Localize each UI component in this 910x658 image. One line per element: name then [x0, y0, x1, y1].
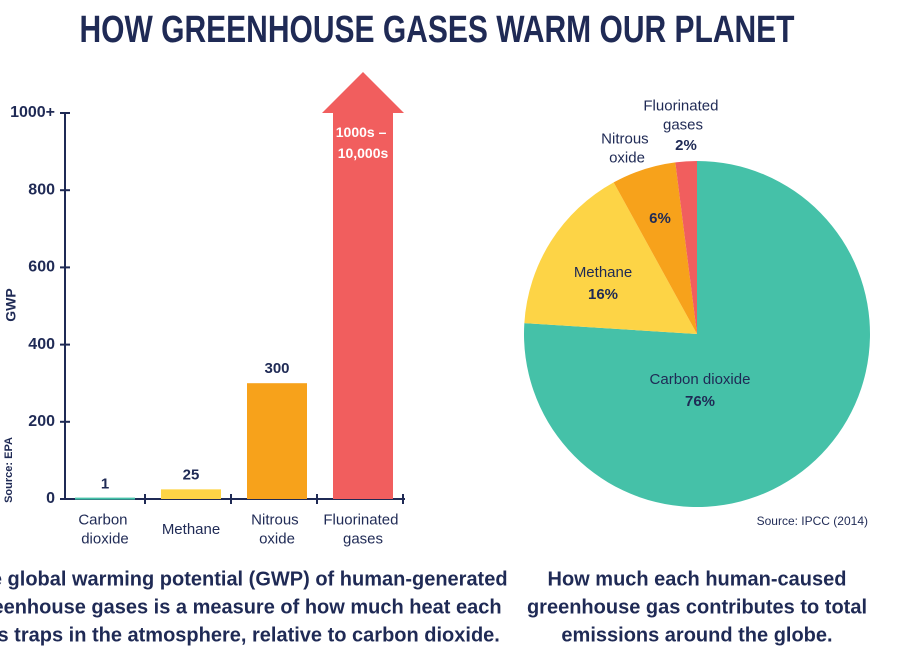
value-label: 1 [101, 476, 109, 493]
source: Source: IPCC (2014) [757, 514, 868, 528]
value-label: 25 [183, 466, 200, 483]
slice-value: 16% [588, 286, 618, 303]
pie-slice [613, 162, 697, 334]
y-tick-label: 600 [28, 259, 55, 276]
slice-value: 76% [685, 393, 715, 410]
x-tick-label: Nitrous oxide [251, 511, 303, 547]
caption: greenhouse gases is a measure of how muc… [0, 596, 502, 618]
x-tick-label: Carbon dioxide [78, 511, 131, 547]
caption: greenhouse gas contributes to total [527, 596, 867, 618]
slice-value: 6% [649, 210, 671, 227]
value-label: 300 [264, 360, 289, 377]
value-label: 1000s – 10,000s [336, 124, 391, 161]
slice-label: Fluorinated gases [643, 97, 722, 133]
bar [161, 489, 221, 499]
y-tick-label: 1000+ [10, 104, 55, 121]
pie-slice [675, 161, 697, 334]
bar [75, 497, 135, 500]
y-axis-label: GWP [3, 288, 19, 321]
pie-slice [524, 182, 697, 334]
source: Source: EPA [3, 437, 15, 503]
slice-label: Carbon dioxide [650, 371, 751, 388]
y-tick-label: 200 [28, 413, 55, 430]
y-tick-label: 800 [28, 181, 55, 198]
x-tick-label: Fluorinated gases [323, 511, 402, 547]
y-tick-label: 400 [28, 336, 55, 353]
bar [247, 383, 307, 499]
x-tick-label: Methane [162, 521, 220, 538]
y-tick-label: 0 [46, 490, 55, 507]
slice-label: Methane [574, 264, 632, 281]
caption: The global warming potential (GWP) of hu… [0, 568, 508, 590]
caption: How much each human-caused [548, 568, 847, 590]
slice-value: 2% [675, 137, 697, 154]
main-title: HOW GREENHOUSE GASES WARM OUR PLANET [80, 9, 795, 51]
slice-label: Nitrous oxide [601, 130, 653, 166]
caption: emissions around the globe. [561, 624, 832, 646]
bar [333, 113, 393, 499]
caption: gas traps in the atmosphere, relative to… [0, 624, 500, 646]
bar-arrowhead [322, 72, 404, 113]
